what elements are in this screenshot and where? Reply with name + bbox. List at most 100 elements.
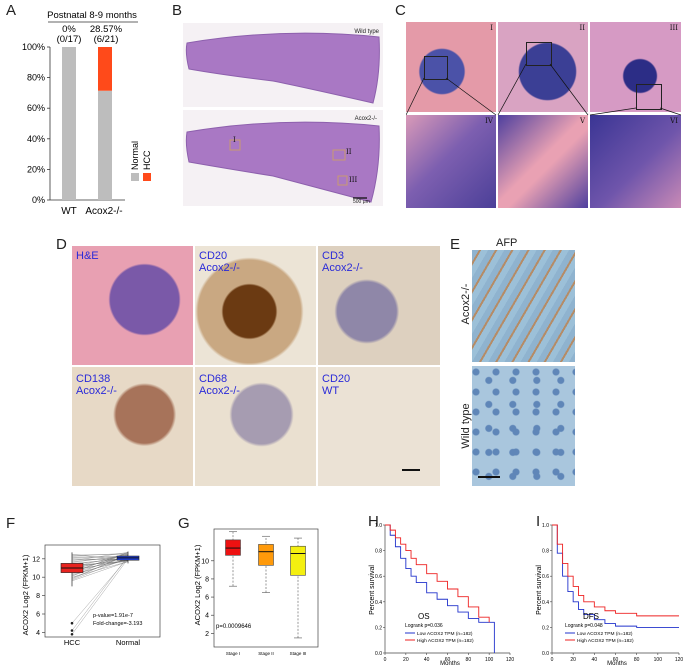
- scale-label-b: 500 μm: [353, 199, 370, 205]
- h-xtick-label: 120: [506, 657, 515, 663]
- i-ytick-label: 0.0: [542, 651, 549, 657]
- i-xtick-label: 40: [592, 657, 598, 663]
- zoom-box-vi: [636, 84, 662, 110]
- i-xtick-label: 100: [654, 657, 663, 663]
- x-label-wt: WT: [61, 206, 77, 217]
- panel-a-axis: 0% 20% 40% 60% 80% 100%: [22, 42, 125, 205]
- i-xlabel: Months: [607, 661, 627, 667]
- region-ii-box: [332, 149, 346, 161]
- label-c-v: V: [579, 117, 585, 125]
- afp-row-wt-label: Wild type: [460, 403, 472, 449]
- afp-row-ko-label-wrap: Acox2-/-: [456, 250, 472, 362]
- afp-title: AFP: [496, 237, 518, 249]
- panel-i-chart: Percent survival 0.0 0.2 0.4 0.6 0.8 1.0 0 20 40…: [536, 523, 683, 667]
- ihc-cd3-ko: CD3 Acox2-/-: [318, 246, 440, 365]
- h-legend-low: Low ACOX2 TPM (n=182): [417, 631, 473, 637]
- g-frame: [213, 528, 319, 648]
- panel-h-chart: Percent survival 0.0 0.2 0.4 0.6 0.8 1.0 0 20 40…: [369, 523, 514, 667]
- h-series-low: [385, 524, 495, 653]
- f-pair-line: [71, 561, 129, 582]
- legend-hcc-swatch: [143, 173, 151, 181]
- h-xtick-label: 60: [445, 657, 451, 663]
- i-series-high: [552, 524, 679, 617]
- legend-normal-label: Normal: [130, 141, 140, 170]
- zoom-box-iv: [424, 56, 448, 80]
- ko-label: Acox2-/-: [354, 116, 377, 122]
- g-pvalue: p=0.0009646: [216, 624, 252, 630]
- panel-g-chart: ACOX2 Log2 (FPKM+1) 2 4 6 8 10 p=0.0009646 S…: [193, 528, 319, 656]
- panel-a-chart: Postnatal 8-9 months 0% (0/17) 28.57% (6…: [22, 10, 152, 217]
- panel-d-grid: H&E CD20 Acox2-/- CD3 Acox2-/- CD138 Aco…: [72, 246, 440, 486]
- ihc-cd20-wt-label-2: WT: [322, 385, 340, 397]
- f-ytick-label: 10: [32, 575, 40, 582]
- f-xtick-hcc: HCC: [64, 638, 81, 647]
- scale-bar-e: [478, 476, 500, 478]
- h-xtick-label: 80: [466, 657, 472, 663]
- ihc-cd138-ko: CD138 Acox2-/-: [72, 367, 193, 486]
- ihc-cd20-wt: CD20 WT: [318, 367, 440, 486]
- a-ytick-label: 20%: [27, 164, 45, 174]
- ihc-cd20-ko-label-1: CD20: [199, 250, 228, 262]
- wt-frac-label: (0/17): [57, 34, 82, 45]
- i-stat: DFS: [583, 612, 599, 621]
- zoom-connectors: [406, 63, 681, 116]
- i-xtick-label: 0: [551, 657, 554, 663]
- h-xlabel: Months: [440, 661, 460, 667]
- ihc-cd20-wt-label-1: CD20: [322, 373, 351, 385]
- f-plot: 4 6 8 10 12: [32, 544, 161, 638]
- f-pair-line: [71, 557, 129, 624]
- label-c-i: I: [490, 24, 493, 32]
- f-pair-line: [71, 558, 129, 635]
- micrograph-v: V: [498, 115, 588, 208]
- ihc-cd3-ko-label-2: Acox2-/-: [322, 262, 363, 274]
- f-pair-line: [71, 553, 129, 557]
- panel-letter-f: F: [6, 515, 16, 532]
- h-ytick-label: 0.8: [375, 549, 382, 555]
- h-plot: 0.0 0.2 0.4 0.6 0.8 1.0 0 20 40 60 80 100 120: [375, 523, 514, 663]
- g-ylabel: ACOX2 Log2 (FPKM+1): [193, 544, 202, 625]
- h-ytick-label: 1.0: [375, 523, 382, 529]
- ko-frac-label: (6/21): [94, 34, 119, 45]
- wt-pct-label: 0%: [62, 24, 76, 35]
- h-ytick-label: 0.6: [375, 574, 382, 580]
- afp-wt-image: [472, 366, 575, 486]
- f-pvalue: p-value=1.91e-7: [93, 613, 133, 619]
- label-c-vi: VI: [670, 117, 678, 125]
- f-fold: Fold-change=-3.193: [93, 621, 142, 627]
- h-logrank: Logrank p=0.036: [405, 623, 443, 629]
- g-ytick-label: 2: [205, 631, 209, 638]
- f-pair-line: [71, 555, 129, 631]
- zoom-box-v: [526, 42, 552, 66]
- panel-f-chart: ACOX2 Log2 (FPKM+1) 4 6 8 10 12 p-value=1.91…: [21, 544, 161, 647]
- a-ytick-label: 100%: [22, 42, 45, 52]
- panel-letter-i: I: [536, 513, 541, 530]
- i-xtick-label: 80: [634, 657, 640, 663]
- a-ytick-label: 60%: [27, 103, 45, 113]
- f-ytick-label: 4: [36, 630, 40, 637]
- panel-letter-b: B: [172, 2, 183, 19]
- a-bar-normal: [62, 47, 76, 200]
- micrograph-iii: III: [590, 22, 681, 112]
- ihc-cd138-ko-label-1: CD138: [76, 373, 111, 385]
- g-box: [258, 544, 274, 566]
- ihc-cd20-ko: CD20 Acox2-/-: [195, 246, 316, 365]
- micrograph-vi: VI: [590, 115, 681, 208]
- a-ytick-label: 40%: [27, 134, 45, 144]
- ihc-cd20-ko-label-2: Acox2-/-: [199, 262, 240, 274]
- ihc-cd68-ko-label-2: Acox2-/-: [199, 385, 240, 397]
- legend-hcc-label: HCC: [142, 150, 152, 170]
- ihc-he: H&E: [72, 246, 193, 365]
- h-ytick-label: 0.4: [375, 600, 382, 606]
- g-ytick-label: 6: [205, 595, 209, 602]
- panel-c-grid: I II III IV V VI: [406, 22, 681, 208]
- f-outlier-point: [70, 621, 74, 625]
- ihc-cd68-ko: CD68 Acox2-/-: [195, 367, 316, 486]
- i-ytick-label: 0.6: [542, 574, 549, 580]
- i-series-low: [552, 524, 679, 628]
- h-ytick-label: 0.2: [375, 625, 382, 631]
- i-xtick-label: 60: [613, 657, 619, 663]
- micrograph-ii: II: [498, 22, 588, 112]
- a-bar-hcc: [98, 47, 112, 91]
- ko-section: [185, 121, 380, 203]
- h-stat: OS: [418, 612, 430, 621]
